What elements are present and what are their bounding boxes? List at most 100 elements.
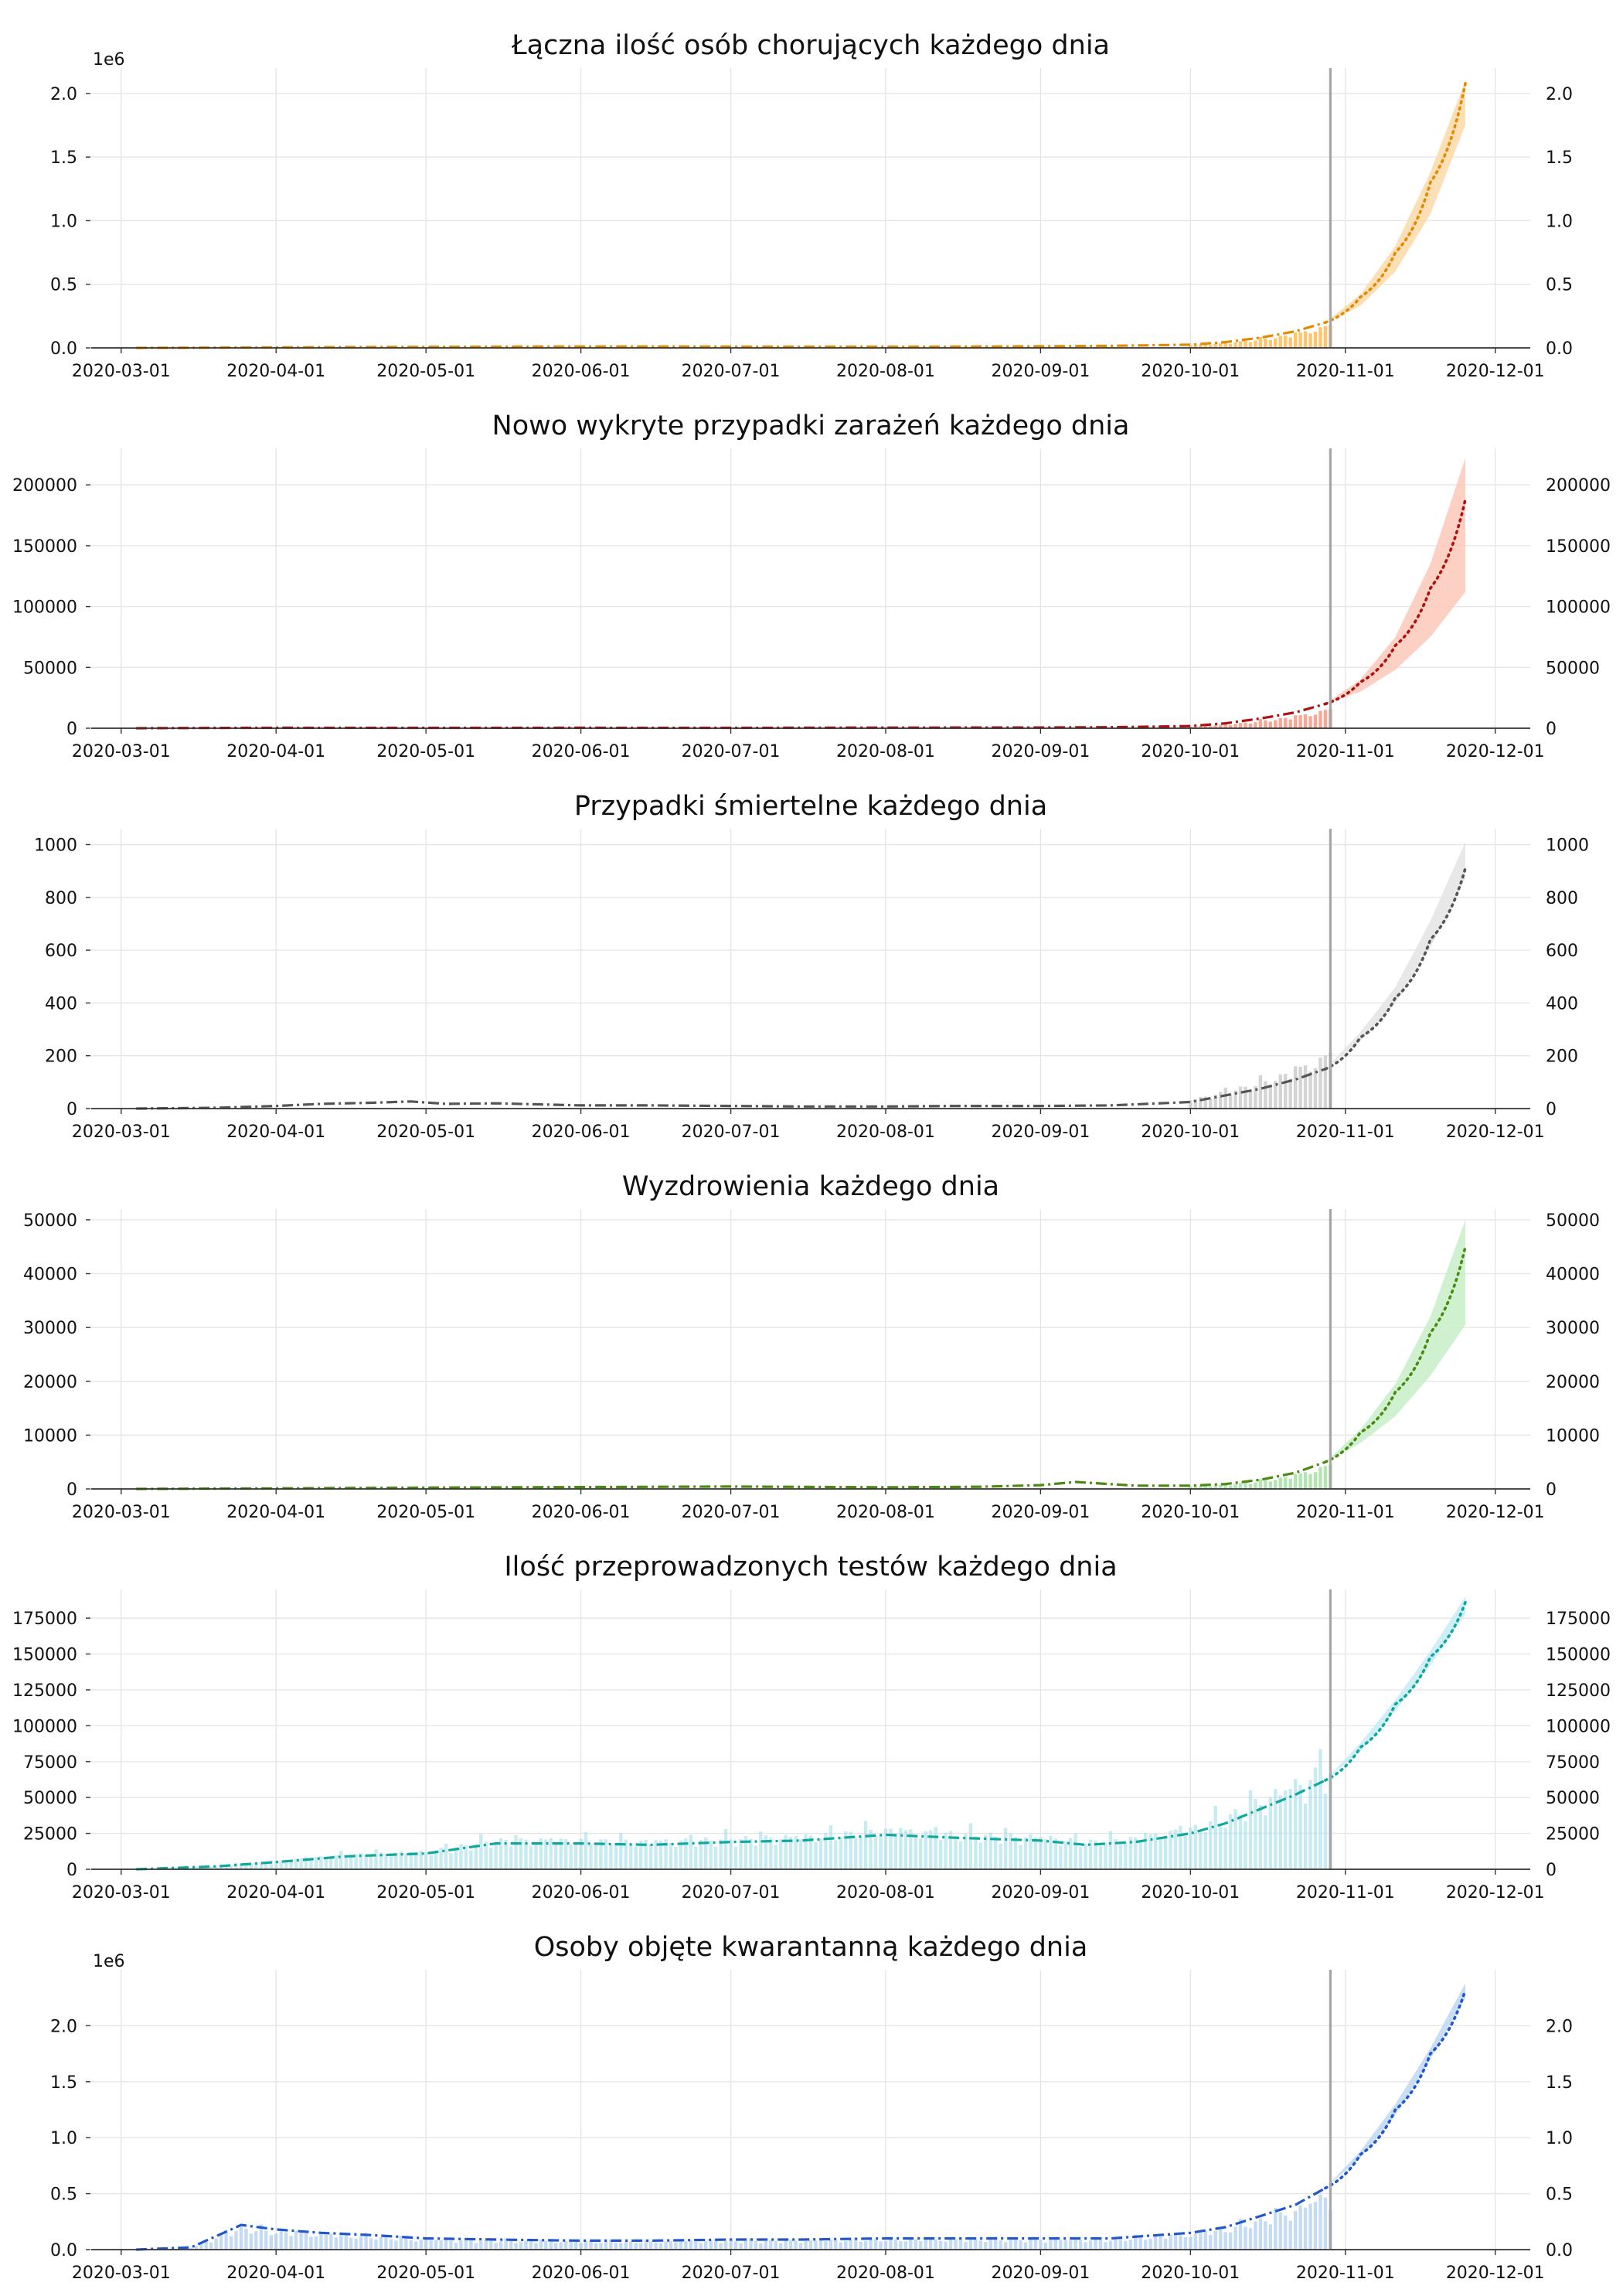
chart-panel: Przypadki śmiertelne każdego dnia 0 0 200 20… xyxy=(34,791,1589,1142)
data-bar xyxy=(1193,345,1198,348)
data-bar xyxy=(1303,1804,1308,1869)
data-bar xyxy=(1274,1081,1278,1109)
data-bar xyxy=(1288,719,1292,728)
data-bar xyxy=(1209,1821,1213,1869)
data-bar xyxy=(658,1841,663,1869)
data-bar xyxy=(964,2241,968,2250)
data-bar xyxy=(903,2241,908,2250)
data-bar xyxy=(1244,341,1247,348)
data-bar xyxy=(1203,1485,1207,1489)
data-bar xyxy=(968,2240,973,2250)
data-bar xyxy=(394,1852,398,1869)
data-bar xyxy=(539,2240,543,2250)
data-bar xyxy=(1134,2234,1138,2250)
data-bar xyxy=(1159,2236,1162,2250)
data-bar xyxy=(594,1845,598,1869)
x-tick-label: 2020-08-01 xyxy=(836,362,935,381)
chart-title: Wyzdrowienia każdego dnia xyxy=(622,1171,999,1202)
data-bar xyxy=(379,1851,383,1869)
data-bar xyxy=(1203,725,1207,728)
data-bar xyxy=(539,1838,543,1869)
data-bar xyxy=(464,2240,468,2250)
data-bar xyxy=(1218,1484,1223,1489)
x-tick-label: 2020-12-01 xyxy=(1446,362,1545,381)
data-bar xyxy=(1108,2240,1113,2250)
data-bar xyxy=(1073,2239,1077,2250)
data-bar xyxy=(334,2237,338,2250)
data-bar xyxy=(869,1830,873,1869)
data-bar xyxy=(429,2240,433,2250)
data-bar xyxy=(1258,1075,1263,1109)
data-bar xyxy=(1258,719,1263,728)
x-tick-label: 2020-04-01 xyxy=(226,362,325,381)
data-bar xyxy=(644,1840,648,1869)
data-bar xyxy=(679,2240,683,2250)
data-bar xyxy=(1308,1780,1312,1869)
data-bar xyxy=(1264,2221,1267,2250)
data-bar xyxy=(1278,336,1282,348)
data-bar xyxy=(914,1835,917,1869)
data-bar xyxy=(474,1844,478,1869)
y-tick-label-right: 0.0 xyxy=(1546,2241,1573,2260)
data-bar xyxy=(1278,1074,1282,1109)
x-tick-label: 2020-05-01 xyxy=(376,2264,475,2283)
x-tick-label: 2020-05-01 xyxy=(376,362,475,381)
x-tick-label: 2020-06-01 xyxy=(532,742,631,761)
data-bar xyxy=(798,1839,803,1869)
data-bar xyxy=(1288,1789,1292,1869)
data-bar xyxy=(1128,1837,1132,1869)
data-bar xyxy=(1244,1483,1247,1489)
data-bar xyxy=(534,1842,538,1869)
data-bar xyxy=(609,1844,613,1869)
data-bar xyxy=(779,2243,783,2250)
data-bar xyxy=(249,2233,253,2250)
data-bar xyxy=(479,1834,483,1869)
data-bar xyxy=(544,2240,548,2250)
data-bar xyxy=(364,1855,368,1869)
data-bar xyxy=(1053,1838,1057,1869)
data-bar xyxy=(889,1828,893,1869)
chart-title: Łączna ilość osób chorujących każdego dn… xyxy=(511,30,1110,61)
data-bar xyxy=(694,1846,698,1869)
data-bar xyxy=(1068,2240,1073,2250)
data-bar xyxy=(349,2237,353,2250)
data-bar xyxy=(1254,1086,1257,1109)
y-tick-label: 1.0 xyxy=(50,2129,77,2148)
data-bar xyxy=(454,1847,458,1869)
data-bar xyxy=(559,1838,563,1869)
data-bar xyxy=(869,2239,873,2250)
data-bar xyxy=(399,2235,403,2250)
data-bar xyxy=(324,1858,328,1869)
y-tick-label: 0.0 xyxy=(50,339,77,359)
x-tick-label: 2020-08-01 xyxy=(836,1503,935,1522)
y-tick-label: 0.5 xyxy=(50,2185,77,2205)
data-bar xyxy=(444,2239,448,2250)
data-bar xyxy=(1248,2228,1253,2250)
data-bar xyxy=(573,2241,578,2250)
data-bar xyxy=(459,2240,463,2250)
data-bar xyxy=(604,1839,608,1869)
data-bar xyxy=(749,1838,753,1869)
data-bar xyxy=(1039,1837,1043,1869)
data-bar xyxy=(1153,2236,1158,2250)
y-tick-label: 200 xyxy=(45,1048,77,1067)
data-bar xyxy=(779,1839,783,1869)
data-bar xyxy=(794,2240,798,2250)
data-bar xyxy=(1308,2203,1312,2250)
data-bar xyxy=(229,1865,233,1869)
data-bar xyxy=(1124,1842,1128,1869)
data-bar xyxy=(684,2241,688,2250)
data-bar xyxy=(304,1857,308,1869)
data-bar xyxy=(709,1840,713,1869)
y-tick-label: 175000 xyxy=(12,1610,77,1629)
data-bar xyxy=(829,1824,833,1869)
data-bar xyxy=(1238,723,1243,728)
data-bar xyxy=(1268,1797,1273,1869)
data-bar xyxy=(1223,724,1227,728)
data-bar xyxy=(1163,1838,1168,1869)
data-bar xyxy=(424,1851,428,1869)
x-tick-label: 2020-03-01 xyxy=(72,362,171,381)
data-bar xyxy=(284,1862,288,1869)
data-bar xyxy=(219,1865,223,1869)
